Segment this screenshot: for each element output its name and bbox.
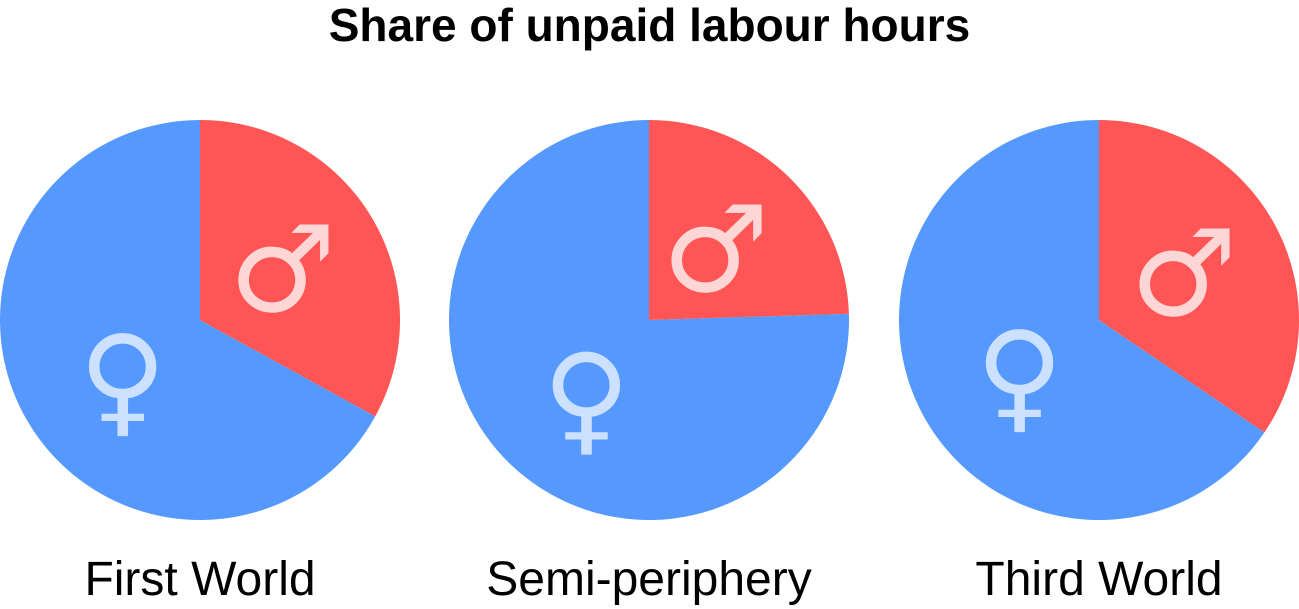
chart-title: Share of unpaid labour hours [328,0,971,51]
male-symbol-icon: ♂ [662,181,770,320]
male-slice [649,120,849,320]
female-symbol-icon: ♀ [976,307,1064,446]
female-slice [899,119,1265,520]
female-symbol-icon: ♀ [79,311,167,450]
female-symbol-icon: ♀ [542,330,630,469]
male-slice [1099,120,1299,433]
pie-label: First World [84,553,315,606]
pie-chart-1: ♂ ♀ First World [0,120,401,606]
pie-label: Third World [975,553,1222,606]
male-symbol-icon: ♂ [229,201,337,340]
female-slice [0,120,376,520]
male-slice [200,120,401,417]
male-symbol-icon: ♂ [1130,205,1238,344]
pie-chart-2: ♂♀ Semi-periphery [449,120,850,606]
pie-label: Semi-periphery [486,553,811,606]
pie-chart-3: ♂ ♀ Third World [899,119,1299,606]
